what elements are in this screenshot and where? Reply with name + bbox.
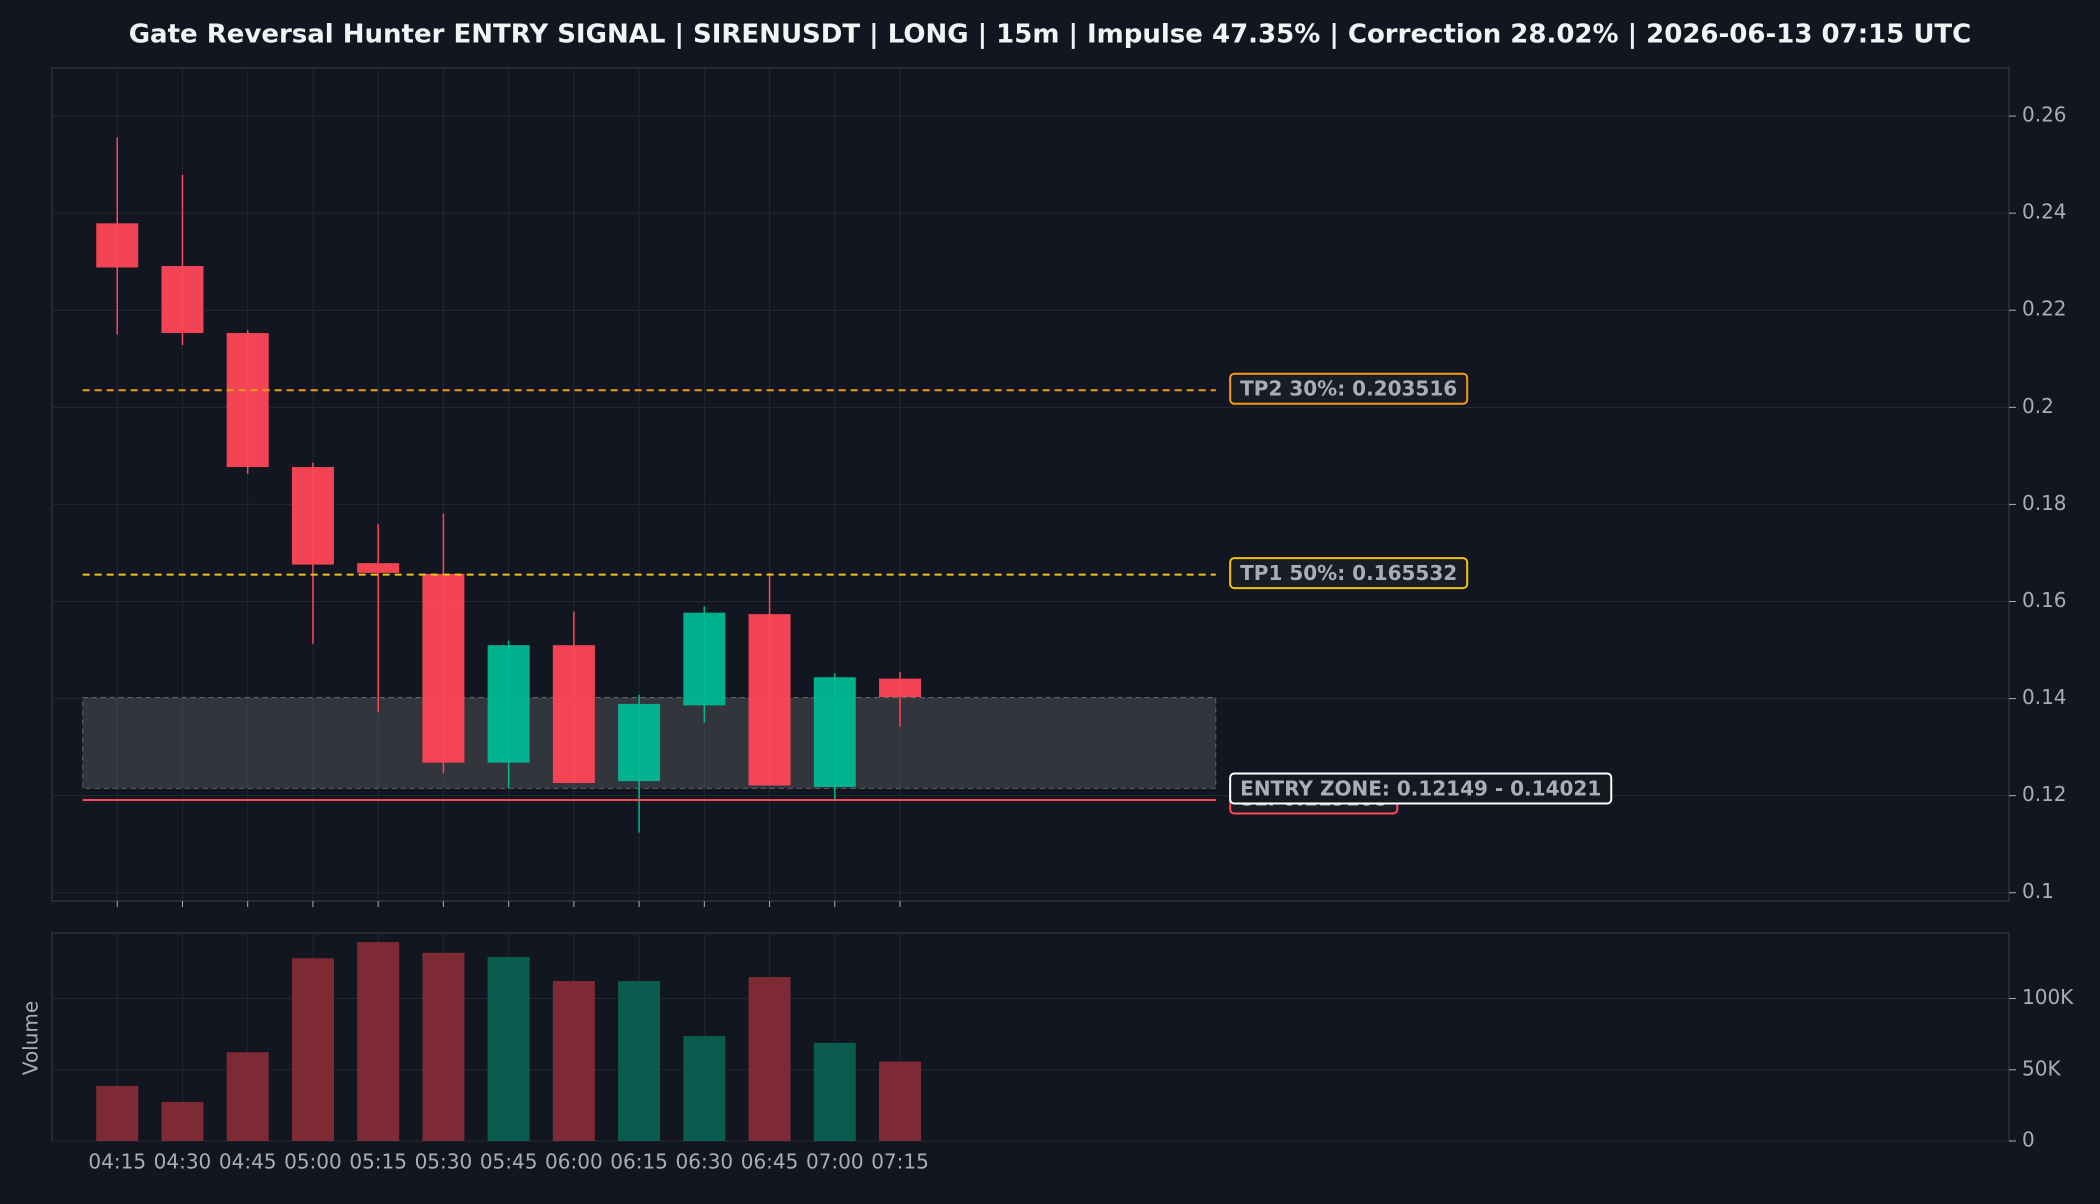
x-tick-label: 06:45 xyxy=(741,1150,799,1174)
volume-bar xyxy=(422,952,465,1141)
candle-body xyxy=(487,645,530,763)
x-tick-label: 04:30 xyxy=(154,1150,212,1174)
price-frame xyxy=(51,67,2010,902)
volume-bar xyxy=(748,977,791,1141)
candle-body xyxy=(291,467,334,565)
volume-frame xyxy=(51,932,2010,1142)
y-tick-label: 0.22 xyxy=(2022,297,2067,321)
y-tick-label: 0.14 xyxy=(2022,685,2067,709)
x-tick-label: 05:30 xyxy=(415,1150,473,1174)
volume-axis-label: Volume xyxy=(19,1001,43,1075)
x-tick-label: 05:45 xyxy=(480,1150,538,1174)
candle-body xyxy=(683,612,726,706)
candle-body xyxy=(813,677,856,787)
volume-bar xyxy=(161,1101,204,1141)
volume-bar xyxy=(487,956,530,1141)
volume-bar xyxy=(226,1052,269,1141)
candle-body xyxy=(879,678,922,698)
volume-bar xyxy=(813,1042,856,1141)
entry-zone-label: ENTRY ZONE: 0.12149 - 0.14021 xyxy=(1240,776,1601,800)
volume-bar xyxy=(96,1085,139,1141)
y-tick-label: 0.12 xyxy=(2022,782,2067,806)
y-tick-label: 0.18 xyxy=(2022,491,2067,515)
y-tick-label: 50K xyxy=(2022,1056,2061,1080)
volume-bar xyxy=(357,942,400,1141)
level-label-box xyxy=(1229,372,1469,405)
level-label: TP1 50%: 0.165532 xyxy=(1240,561,1457,585)
volume-bar xyxy=(683,1036,726,1141)
x-tick-label: 04:45 xyxy=(219,1150,277,1174)
x-tick-label: 05:00 xyxy=(284,1150,342,1174)
y-tick-label: 0 xyxy=(2022,1128,2035,1152)
x-tick-label: 04:15 xyxy=(88,1150,146,1174)
candle-body xyxy=(226,333,269,468)
y-tick-label: 0.2 xyxy=(2022,394,2054,418)
x-tick-label: 06:15 xyxy=(610,1150,668,1174)
candle-body xyxy=(748,614,791,786)
y-tick-label: 100K xyxy=(2022,985,2074,1009)
candle-body xyxy=(552,645,595,784)
volume-bar xyxy=(618,981,661,1141)
y-tick-label: 0.1 xyxy=(2022,879,2054,903)
candle-body xyxy=(618,703,661,782)
chart-title: Gate Reversal Hunter ENTRY SIGNAL | SIRE… xyxy=(129,20,1972,50)
level-label-box xyxy=(1229,772,1613,805)
candle-body xyxy=(161,266,204,334)
y-tick-label: 0.24 xyxy=(2022,200,2067,224)
y-tick-label: 0.16 xyxy=(2022,588,2067,612)
candle-body xyxy=(96,223,139,268)
candle-body xyxy=(422,573,465,763)
volume-bar xyxy=(291,958,334,1141)
x-tick-label: 06:30 xyxy=(676,1150,734,1174)
level-label-box xyxy=(1229,557,1469,590)
volume-bar xyxy=(879,1061,922,1141)
x-tick-label: 06:00 xyxy=(545,1150,603,1174)
x-tick-label: 07:15 xyxy=(871,1150,929,1174)
x-tick-label: 05:15 xyxy=(349,1150,407,1174)
candle-body xyxy=(357,563,400,573)
x-tick-label: 07:00 xyxy=(806,1150,864,1174)
volume-bar xyxy=(552,981,595,1141)
y-tick-label: 0.26 xyxy=(2022,103,2067,127)
level-label: TP2 30%: 0.203516 xyxy=(1240,377,1457,401)
